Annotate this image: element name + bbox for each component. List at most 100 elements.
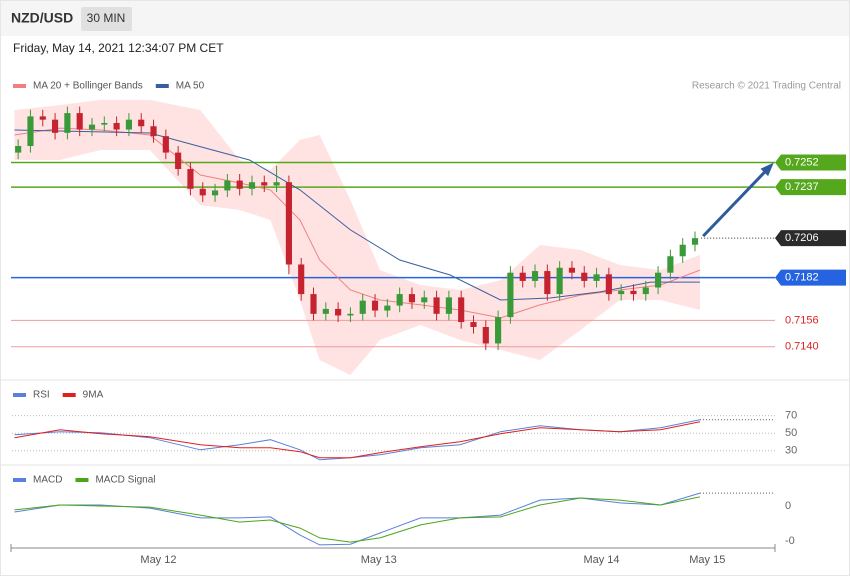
candle-body (531, 271, 539, 281)
level-label: 0.7206 (785, 232, 819, 244)
indicator-line (14, 421, 700, 459)
x-tick-label: May 14 (583, 554, 619, 566)
candle-body (470, 322, 477, 327)
legend-swatch (13, 478, 26, 482)
legend-swatch (62, 393, 76, 397)
legend-label: MA 20 + Bollinger Bands (33, 81, 143, 92)
candle-body (27, 116, 34, 147)
legend-label: MA 50 (176, 81, 205, 92)
forecast-arrow (702, 164, 773, 238)
candle-body (667, 256, 674, 273)
candle-body (187, 169, 194, 189)
x-tick-label: May 15 (689, 554, 725, 566)
candle-body (495, 317, 502, 344)
candle-body (507, 272, 514, 318)
level-label: 0.7252 (785, 156, 819, 168)
y-tick-label: 70 (785, 410, 797, 422)
candle-body (396, 294, 403, 306)
candle-body (162, 136, 169, 153)
y-tick-label: -0 (785, 535, 795, 547)
candle-body (335, 308, 342, 316)
candle-body (556, 267, 563, 295)
candle-body (544, 271, 551, 295)
candle-body (581, 272, 588, 281)
x-tick-label: May 13 (361, 554, 397, 566)
candle-body (433, 297, 440, 314)
candle-body (88, 124, 96, 130)
interval-label[interactable]: 30 MIN (87, 11, 126, 25)
candle-body (445, 297, 452, 314)
candle-body (605, 274, 612, 295)
candle-body (138, 119, 145, 127)
candle-body (64, 113, 71, 133)
x-tick-label: May 12 (140, 554, 176, 566)
level-label: 0.7156 (785, 314, 819, 326)
legend-swatch (13, 84, 26, 88)
y-tick-label: 30 (785, 445, 797, 457)
candle-body (691, 238, 699, 245)
candle-body (593, 274, 600, 281)
candle-body (113, 122, 120, 130)
legend-label: MACD (33, 475, 62, 486)
candle-body (211, 190, 219, 196)
candle-body (630, 290, 637, 295)
candle-body (458, 297, 465, 323)
candle-body (655, 272, 662, 288)
timestamp: Friday, May 14, 2021 12:34:07 PM CET (13, 41, 224, 55)
candle-body (248, 182, 256, 189)
interval-button[interactable] (81, 7, 132, 31)
y-tick-label: 0 (785, 500, 791, 512)
y-tick-label: 50 (785, 427, 797, 439)
candle-body (51, 119, 59, 133)
candle-body (125, 119, 132, 130)
candle-body (408, 294, 416, 303)
candle-body (568, 267, 576, 273)
legend-swatch (155, 84, 169, 88)
candle-body (150, 126, 157, 137)
candle-body (519, 272, 526, 281)
candle-body (679, 244, 686, 257)
level-label: 0.7140 (785, 341, 819, 353)
candle-body (347, 313, 354, 316)
candle-body (261, 182, 268, 186)
candle-body (236, 180, 243, 189)
level-label: 0.7237 (785, 181, 819, 193)
legend-label: 9MA (83, 390, 104, 401)
candle-body (482, 326, 489, 344)
header-bar (1, 1, 849, 36)
level-tag (775, 230, 846, 247)
arrow-head (760, 162, 774, 177)
bollinger-band (14, 99, 700, 376)
candle-body (384, 305, 391, 311)
candle-body (421, 297, 428, 303)
candle-body (298, 264, 305, 295)
candle-body (642, 287, 649, 295)
candle-body (285, 182, 292, 265)
indicator-line (14, 496, 701, 543)
candle-body (39, 116, 46, 120)
level-tag (775, 269, 846, 286)
moving-average (14, 127, 701, 319)
candle-body (224, 180, 231, 191)
candle-body (273, 182, 280, 186)
level-tag (775, 179, 846, 196)
candle-body (359, 300, 366, 314)
credit: Research © 2021 Trading Central (692, 81, 841, 92)
legend-label: RSI (33, 390, 50, 401)
legend-swatch (75, 478, 89, 482)
candle-body (175, 152, 182, 170)
candle-body (15, 146, 22, 153)
symbol: NZD/USD (11, 10, 73, 26)
legend-label: MACD Signal (95, 475, 155, 486)
candle-body (199, 188, 206, 196)
candle-body (618, 290, 625, 295)
candle-body (310, 294, 317, 314)
candle-body (371, 300, 379, 311)
candle-body (76, 113, 83, 130)
candle-body (101, 122, 108, 125)
level-tag (775, 154, 846, 171)
level-label: 0.7182 (785, 272, 819, 284)
legend-swatch (13, 393, 26, 397)
candle-body (322, 308, 329, 314)
